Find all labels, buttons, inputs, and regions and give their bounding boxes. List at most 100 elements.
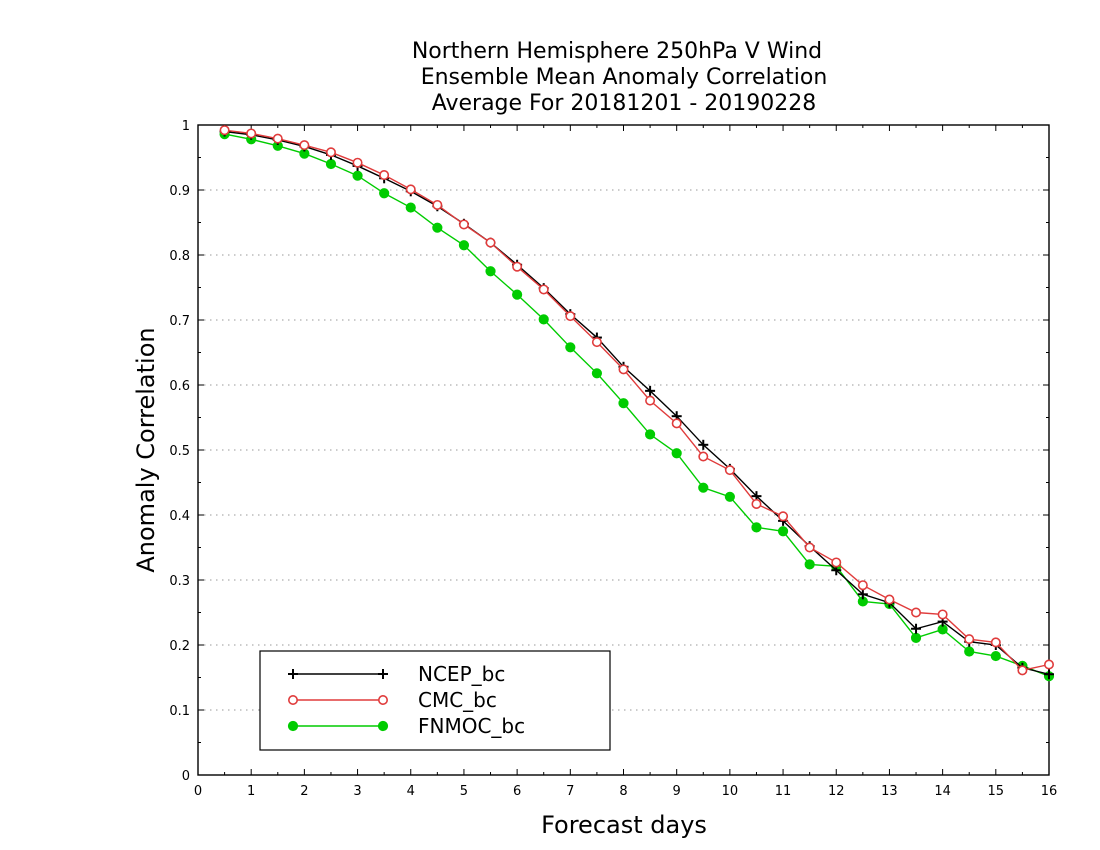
gridlines xyxy=(198,189,1049,711)
y-tick-label: 0.1 xyxy=(169,704,190,719)
data-point-cmc-bc xyxy=(911,607,922,618)
data-point-fnmoc-bc xyxy=(458,240,470,251)
data-point-cmc-bc xyxy=(565,311,576,322)
data-point-fnmoc-bc xyxy=(538,314,549,325)
data-point-cmc-bc xyxy=(299,140,310,151)
data-point-fnmoc-bc xyxy=(777,526,789,537)
data-point-fnmoc-bc xyxy=(618,398,629,409)
chart-title: Northern Hemisphere 250hPa V Wind Ensemb… xyxy=(412,39,827,116)
series-cmc-bc xyxy=(219,125,1055,676)
data-point-cmc-bc xyxy=(458,219,469,230)
legend-entry-ncep-bc: NCEP_bc xyxy=(288,662,505,686)
data-point-fnmoc-bc xyxy=(405,202,416,213)
x-tick-label: 4 xyxy=(407,784,415,799)
legend-entry-fnmoc-bc: FNMOC_bc xyxy=(287,714,525,738)
y-tick-label: 0.5 xyxy=(169,444,190,459)
x-axis-label: Forecast days xyxy=(541,811,707,839)
data-point-cmc-bc xyxy=(538,284,549,295)
data-point-cmc-bc xyxy=(698,451,709,462)
legend-marker-cmc-bc xyxy=(287,694,298,705)
x-tick-label: 9 xyxy=(673,784,681,799)
data-point-fnmoc-bc xyxy=(379,188,390,199)
data-point-cmc-bc xyxy=(272,133,283,144)
data-point-fnmoc-bc xyxy=(512,289,523,300)
y-tick-label: 0.2 xyxy=(169,639,190,654)
x-tick-label: 2 xyxy=(300,784,308,799)
x-tick-label: 8 xyxy=(619,784,627,799)
y-axis-label: Anomaly Correlation xyxy=(132,327,160,572)
data-point-cmc-bc xyxy=(884,594,895,605)
data-point-cmc-bc xyxy=(937,609,948,620)
x-tick-label: 0 xyxy=(194,784,202,799)
legend-entry-cmc-bc: CMC_bc xyxy=(287,688,497,712)
data-point-fnmoc-bc xyxy=(724,491,735,502)
y-tick-label: 1 xyxy=(182,119,190,134)
y-tick-label: 0.4 xyxy=(169,509,190,524)
x-tick-label: 3 xyxy=(353,784,361,799)
y-tick-label: 0 xyxy=(182,769,190,784)
data-point-fnmoc-bc xyxy=(591,368,603,379)
data-point-fnmoc-bc xyxy=(990,650,1001,662)
data-point-cmc-bc xyxy=(751,498,762,509)
data-point-cmc-bc xyxy=(379,170,390,181)
title-line-1: Northern Hemisphere 250hPa V Wind xyxy=(412,39,822,64)
x-tick-label: 7 xyxy=(566,784,574,799)
data-point-fnmoc-bc xyxy=(804,559,815,570)
data-point-fnmoc-bc xyxy=(964,646,975,657)
y-tick-label: 0.9 xyxy=(169,184,190,199)
data-point-cmc-bc xyxy=(618,364,629,375)
data-point-cmc-bc xyxy=(485,237,496,248)
title-line-2: Ensemble Mean Anomaly Correlation xyxy=(421,65,828,90)
data-point-cmc-bc xyxy=(857,580,868,591)
data-point-fnmoc-bc xyxy=(671,448,682,459)
x-tick-label: 12 xyxy=(828,784,845,799)
data-point-cmc-bc xyxy=(219,125,230,136)
data-point-fnmoc-bc xyxy=(352,170,363,181)
data-point-cmc-bc xyxy=(671,418,682,429)
data-point-cmc-bc xyxy=(512,261,523,272)
data-point-cmc-bc xyxy=(964,634,975,645)
data-point-fnmoc-bc xyxy=(910,632,922,643)
y-tick-label: 0.6 xyxy=(169,379,190,394)
x-tick-label: 15 xyxy=(988,784,1005,799)
data-point-cmc-bc xyxy=(432,199,443,210)
data-point-fnmoc-bc xyxy=(432,222,443,233)
data-point-fnmoc-bc xyxy=(565,342,576,353)
y-tick-label: 0.3 xyxy=(169,574,190,589)
series-line-ncep-bc xyxy=(224,130,1050,675)
y-tick-label: 0.8 xyxy=(169,249,190,264)
data-point-fnmoc-bc xyxy=(325,158,337,170)
data-point-cmc-bc xyxy=(831,557,842,568)
series-layer xyxy=(219,125,1055,682)
legend-label-cmc-bc: CMC_bc xyxy=(418,688,497,712)
data-point-cmc-bc xyxy=(325,147,336,158)
x-tick-label: 10 xyxy=(722,784,739,799)
x-tick-label: 1 xyxy=(247,784,255,799)
data-point-fnmoc-bc xyxy=(751,522,762,533)
legend-marker-fnmoc-bc xyxy=(377,720,389,732)
data-point-cmc-bc xyxy=(352,157,363,168)
legend-label-fnmoc-bc: FNMOC_bc xyxy=(418,714,525,738)
series-line-cmc-bc xyxy=(224,129,1050,672)
data-point-cmc-bc xyxy=(645,395,656,406)
data-point-cmc-bc xyxy=(778,511,789,522)
data-point-cmc-bc xyxy=(1044,659,1055,670)
x-tick-label: 5 xyxy=(460,784,468,799)
data-point-cmc-bc xyxy=(724,465,735,476)
series-line-fnmoc-bc xyxy=(224,133,1050,677)
data-point-cmc-bc xyxy=(405,184,416,195)
data-point-fnmoc-bc xyxy=(698,482,709,493)
data-point-cmc-bc xyxy=(804,542,815,553)
legend-marker-cmc-bc xyxy=(377,694,388,705)
x-tick-label: 14 xyxy=(934,784,951,799)
y-tick-label: 0.7 xyxy=(169,314,190,329)
data-point-fnmoc-bc xyxy=(644,429,656,440)
title-line-3: Average For 20181201 - 20190228 xyxy=(432,91,817,116)
series-fnmoc-bc xyxy=(219,129,1055,682)
legend-label-ncep-bc: NCEP_bc xyxy=(418,662,505,686)
x-tick-label: 11 xyxy=(775,784,792,799)
x-tick-label: 16 xyxy=(1041,784,1058,799)
data-point-cmc-bc xyxy=(1017,665,1028,676)
